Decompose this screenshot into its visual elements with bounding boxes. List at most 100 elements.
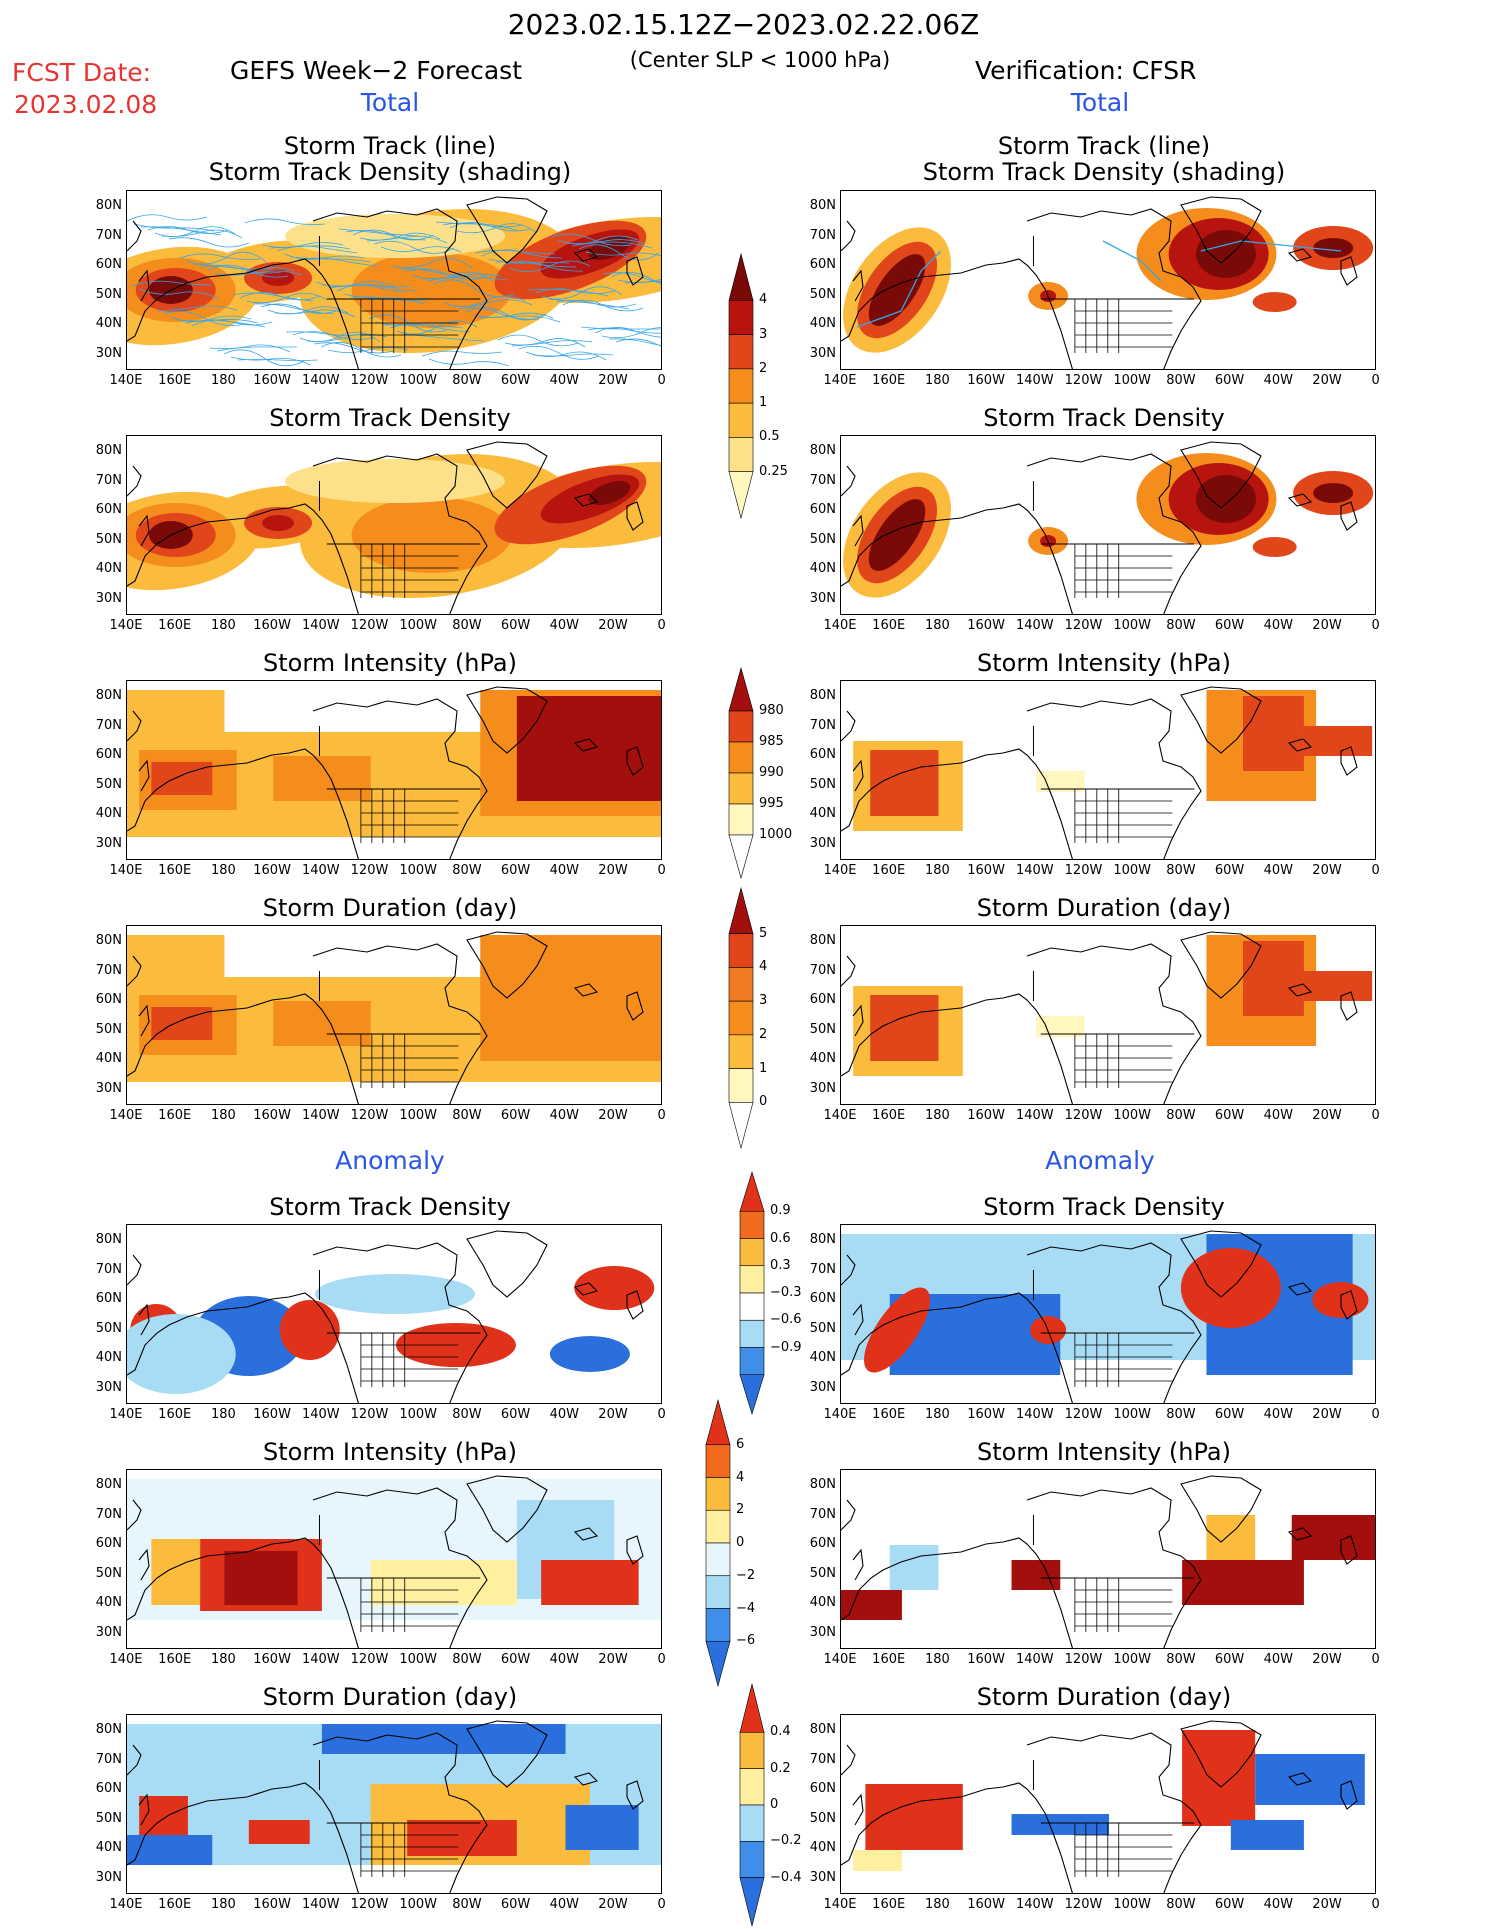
shading-cell [1303,971,1373,1001]
coastline [466,196,548,264]
colorbar-level-label: 990 [759,765,784,780]
lon-tick-label: 100W [1113,1652,1152,1667]
storm-track [405,268,487,280]
storm-track [562,299,644,312]
lat-tick-label: 60N [95,1291,122,1306]
coastline [573,738,599,752]
coastline [852,1004,864,1037]
coastline [573,1527,599,1541]
lat-tick-label: 70N [809,1506,836,1522]
lon-tick-label: 140W [1015,1897,1054,1912]
coastline [841,993,1073,1104]
shading-region [262,270,295,286]
coastline [573,983,599,997]
lat-tick-label: 30N [809,345,836,361]
lon-tick-label: 180 [210,1652,236,1667]
lon-tick-label: 100W [399,618,438,633]
lon-tick-label: 140W [1015,863,1054,878]
storm-track [352,229,434,241]
lon-tick-label: 140E [109,1108,143,1123]
lon-tick-label: 20W [1312,1407,1342,1422]
panel-title-density-forecast: Storm Track Density [269,404,511,432]
colorbar-segment [728,803,754,836]
colorbar-segment [739,1319,765,1348]
lon-tick-label: 180 [924,1652,950,1667]
map-intensity-forecast [126,680,662,860]
colorbar-level-label: 0.2 [770,1760,791,1776]
lat-tick-label: 60N [809,502,836,517]
lon-tick-label: 20W [598,1108,628,1123]
lon-tick-label: 0 [1371,1108,1380,1123]
lat-tick-label: 60N [809,257,836,272]
storm-track [223,349,305,367]
lon-tick-label: 80W [452,373,482,388]
storm-track [555,300,637,308]
storm-track [274,309,356,318]
lat-tick-label: 30N [809,1379,836,1395]
lon-tick-label: 100W [1113,1108,1152,1123]
lon-tick-label: 80W [452,618,482,633]
colorbar-segment [728,666,754,712]
lon-tick-label: 20W [598,863,628,878]
lon-tick-label: 120W [1064,863,1103,878]
lat-tick-label: 60N [809,1291,836,1306]
shading-cell [1182,1730,1256,1826]
lat-tick-label: 40N [95,1350,122,1365]
lat-tick-label: 50N [809,776,836,792]
lat-tick-label: 60N [95,257,122,272]
colorbar-segment [728,772,754,805]
lon-tick-label: 40W [1263,1897,1293,1912]
lon-tick-label: 160E [158,1897,192,1912]
colorbar-segment [739,1732,765,1769]
coastline [466,441,548,509]
lat-tick-label: 60N [809,1781,836,1796]
panel-title-aintensity-forecast: Storm Intensity (hPa) [263,1438,517,1466]
map-aduration-verification [840,1714,1376,1894]
lat-tick-label: 80N [809,1477,836,1492]
lon-tick-label: 20W [598,1897,628,1912]
map-duration-forecast [126,925,662,1105]
shading-region [1195,475,1256,523]
lon-tick-label: 20W [1312,1897,1342,1912]
shading-cell [224,1551,298,1605]
lon-tick-label: 80W [1166,1407,1196,1422]
storm-track [366,235,448,244]
lon-tick-label: 160W [967,618,1005,633]
map-track-forecast [126,190,662,370]
coastline [852,759,864,792]
lat-tick-label: 50N [95,1021,122,1037]
lon-tick-label: 120W [350,1108,389,1123]
lon-tick-label: 140E [823,1108,857,1123]
shading-region [588,480,631,506]
lat-tick-label: 70N [95,717,122,733]
coastline [1026,698,1202,859]
coastline [138,759,150,792]
lon-tick-label: 20W [1312,373,1342,388]
lon-tick-label: 40W [549,863,579,878]
coastline [626,746,644,776]
shading-cell [565,1805,639,1850]
shading-region [1313,238,1354,258]
lat-tick-label: 70N [809,472,836,488]
colorbar-level-label: 6 [736,1436,745,1452]
colorbar-segment [739,1210,765,1239]
shading-cell [321,1724,566,1754]
colorbar-level-label: −0.2 [770,1833,802,1849]
lat-tick-label: 50N [95,286,122,302]
lon-tick-label: 160E [872,1108,906,1123]
lon-tick-label: 120W [350,1652,389,1667]
lon-tick-label: 0 [1371,373,1380,388]
coastline [573,1772,599,1786]
shading-cell [853,1850,902,1871]
storm-track [587,327,661,334]
colorbar-segment [739,1292,765,1321]
lat-tick-label: 70N [809,717,836,733]
coastline [841,748,1073,859]
coastline [127,1537,359,1648]
coastline [127,1499,142,1531]
colorbar-level-label: 0.6 [770,1230,791,1246]
lon-tick-label: 140E [109,618,143,633]
storm-track [433,279,515,298]
shading-cell [480,935,661,1061]
lat-tick-label: 80N [95,1477,122,1492]
